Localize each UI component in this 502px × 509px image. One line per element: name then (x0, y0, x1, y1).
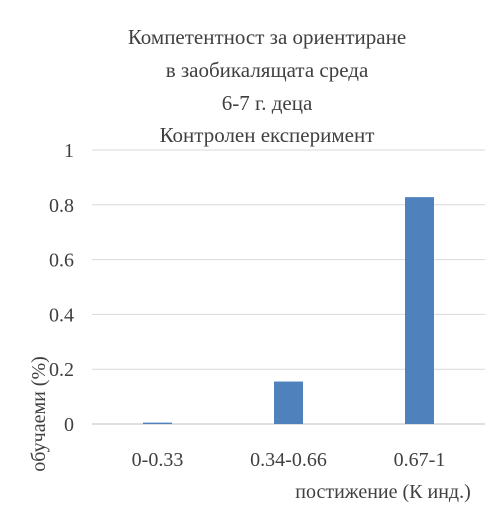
x-axis-title: постижение (К инд.) (295, 481, 470, 503)
bar-0.34-0.66 (274, 381, 303, 424)
y-tick-label: 0.2 (49, 359, 74, 381)
chart-title-line-1: Компетентност за ориентиране (128, 25, 406, 49)
bar-0-0.33 (143, 422, 172, 424)
y-tick-label: 0.4 (49, 304, 74, 326)
x-tick-label: 0.67-1 (394, 449, 446, 471)
y-tick-label: 0.8 (49, 195, 74, 217)
bars (143, 197, 434, 424)
y-tick-label: 0 (64, 414, 74, 436)
x-tick-label: 0-0.33 (132, 449, 184, 471)
y-axis-title: обучаеми (%) (28, 356, 50, 472)
x-axis-ticks: 0-0.33 0.34-0.66 0.67-1 (132, 449, 446, 471)
y-tick-label: 0.6 (49, 250, 74, 272)
chart-title-line-2: в заобикалящата среда (166, 58, 369, 82)
x-tick-label: 0.34-0.66 (250, 449, 327, 471)
chart-title: Компетентност за ориентиране в заобикаля… (128, 25, 406, 147)
chart-title-line-3: 6-7 г. деца (222, 91, 313, 115)
y-axis-ticks: 0 0.2 0.4 0.6 0.8 1 (49, 140, 74, 436)
chart-title-line-4: Контролен експеримент (160, 123, 375, 147)
y-tick-label: 1 (64, 140, 74, 162)
bar-0.67-1 (405, 197, 434, 424)
